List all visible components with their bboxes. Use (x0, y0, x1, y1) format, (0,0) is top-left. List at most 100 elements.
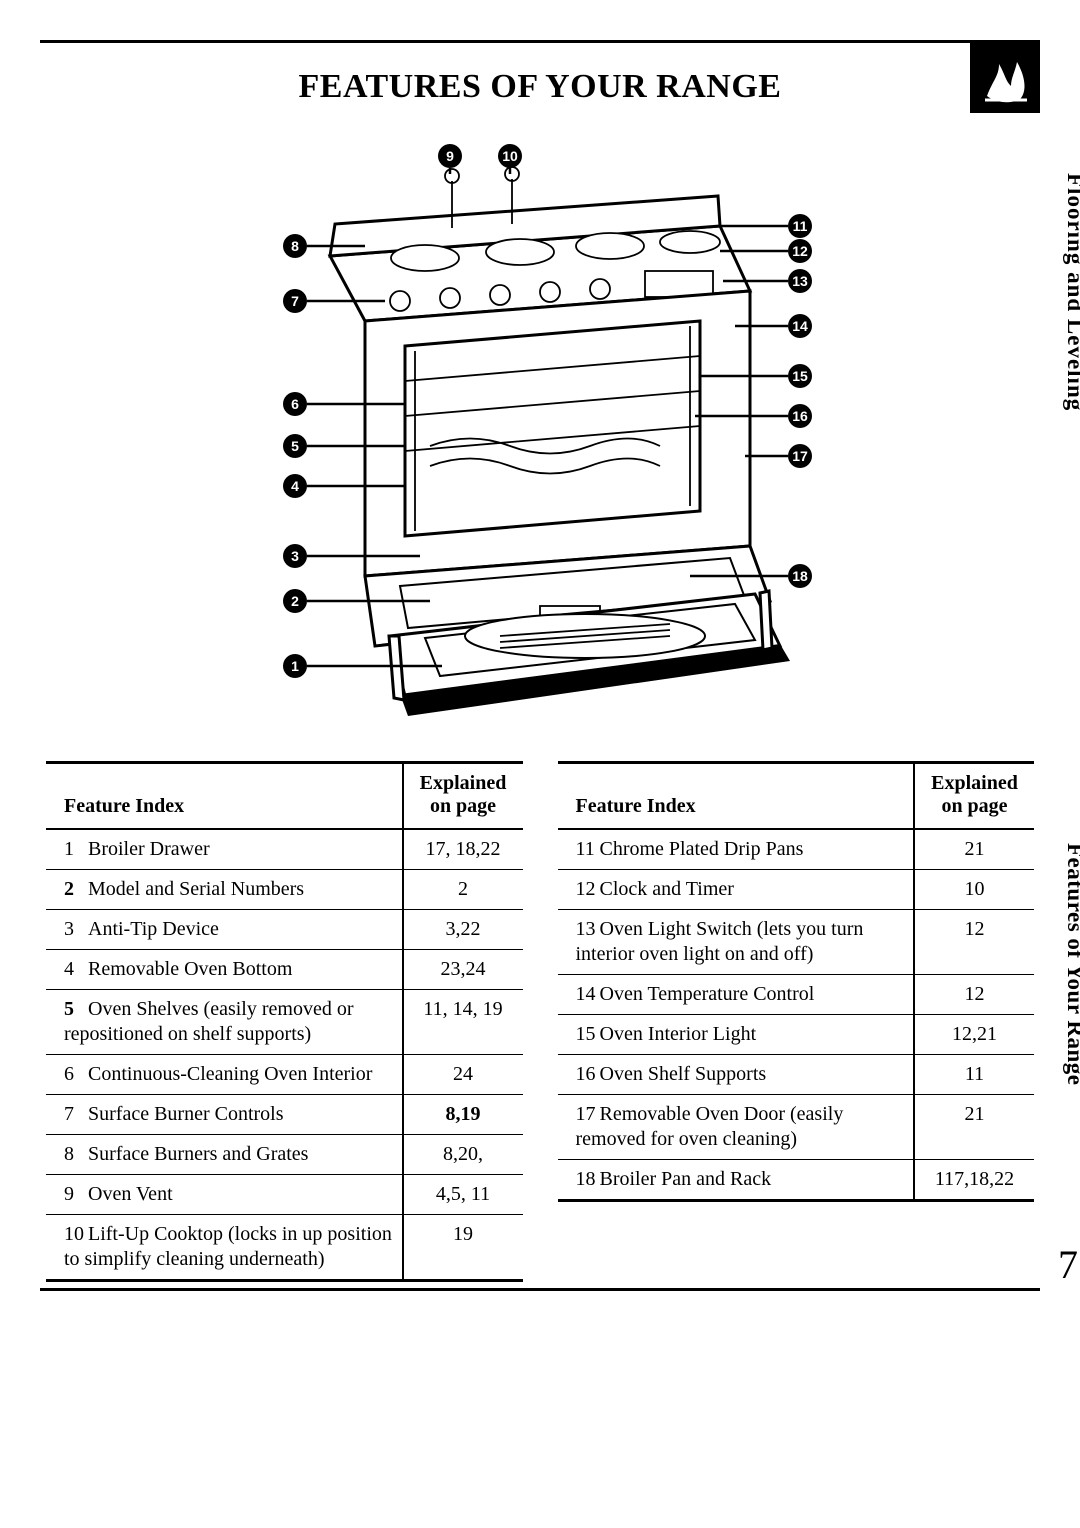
feature-index-number: 10 (64, 1222, 88, 1247)
callout-17: 17 (788, 444, 812, 468)
feature-index-page: 8,19 (403, 1095, 523, 1135)
callout-6: 6 (283, 392, 307, 416)
page-title: FEATURES OF YOUR RANGE (40, 68, 1040, 106)
col-header-explained-l2: on page (941, 795, 1007, 817)
feature-index-label: Oven Temperature Control (600, 983, 815, 1005)
bottom-rule (40, 1288, 1040, 1291)
svg-text:3: 3 (291, 548, 299, 564)
callout-1: 1 (283, 654, 307, 678)
callout-13: 13 (788, 269, 812, 293)
callout-11: 11 (788, 214, 812, 238)
svg-text:13: 13 (792, 273, 808, 289)
feature-index-label: Surface Burners and Grates (88, 1143, 308, 1165)
page-number: 7 (1058, 1241, 1078, 1288)
feature-index-number: 3 (64, 917, 88, 942)
feature-index-number: 7 (64, 1102, 88, 1127)
feature-index-page: 12 (914, 975, 1034, 1015)
feature-index-label: Chrome Plated Drip Pans (600, 838, 804, 860)
col-header-feature: Feature Index (576, 795, 696, 817)
feature-index-number: 8 (64, 1142, 88, 1167)
feature-index-page: 117,18,22 (914, 1160, 1034, 1201)
feature-index-label: Broiler Pan and Rack (600, 1168, 772, 1190)
svg-text:8: 8 (291, 238, 299, 254)
feature-index-number: 17 (576, 1102, 600, 1127)
svg-text:9: 9 (446, 148, 454, 164)
col-header-explained-l2: on page (430, 795, 496, 817)
feature-index-label: Surface Burner Controls (88, 1103, 284, 1125)
feature-index-label: Continuous-Cleaning Oven Interior (88, 1063, 372, 1085)
feature-index-page: 23,24 (403, 950, 523, 990)
feature-index-label: Oven Shelves (easily removed or repositi… (64, 998, 353, 1045)
svg-text:16: 16 (792, 408, 808, 424)
feature-index-label: Model and Serial Numbers (88, 878, 304, 900)
feature-index-label: Anti-Tip Device (88, 918, 219, 940)
callout-3: 3 (283, 544, 307, 568)
feature-index-number: 2 (64, 877, 88, 902)
feature-table-right: Feature Index Explained on page 11 Chrom… (558, 761, 1035, 1282)
feature-index-page: 24 (403, 1055, 523, 1095)
callout-12: 12 (788, 239, 812, 263)
feature-index-page: 8,20, (403, 1135, 523, 1175)
feature-index-label: Oven Light Switch (lets you turn interio… (576, 918, 864, 965)
feature-index-page: 17, 18,22 (403, 829, 523, 870)
feature-index-page: 21 (914, 1095, 1034, 1160)
feature-table-left: Feature Index Explained on page 1 Broile… (46, 761, 523, 1282)
feature-index-page: 11, 14, 19 (403, 990, 523, 1055)
svg-text:6: 6 (291, 396, 299, 412)
feature-index-label: Lift-Up Cooktop (locks in up position to… (64, 1223, 392, 1270)
callout-4: 4 (283, 474, 307, 498)
callout-16: 16 (788, 404, 812, 428)
feature-index-page: 4,5, 11 (403, 1175, 523, 1215)
feature-index-page: 12 (914, 910, 1034, 975)
callout-10: 10 (498, 144, 522, 168)
callout-14: 14 (788, 314, 812, 338)
svg-text:18: 18 (792, 568, 808, 584)
feature-index-number: 15 (576, 1022, 600, 1047)
feature-index-number: 18 (576, 1167, 600, 1192)
feature-index-label: Oven Shelf Supports (600, 1063, 767, 1085)
col-header-explained-l1: Explained (931, 772, 1018, 794)
callout-18: 18 (788, 564, 812, 588)
svg-text:2: 2 (291, 593, 299, 609)
feature-index-label: Broiler Drawer (88, 838, 210, 860)
feature-index-page: 11 (914, 1055, 1034, 1095)
feature-index-number: 5 (64, 997, 88, 1022)
feature-index-label: Removable Oven Bottom (88, 958, 292, 980)
svg-text:4: 4 (291, 478, 299, 494)
feature-index-number: 13 (576, 917, 600, 942)
svg-text:11: 11 (793, 218, 808, 234)
callout-5: 5 (283, 434, 307, 458)
feature-index-number: 11 (576, 837, 600, 862)
sidetab-features: Features of Your Range (1062, 843, 1080, 1085)
range-diagram: 8 7 6 5 4 3 2 1 9 10 11 12 13 14 15 16 17 18 (190, 116, 890, 736)
svg-text:5: 5 (291, 438, 299, 454)
svg-text:15: 15 (792, 368, 808, 384)
svg-text:10: 10 (502, 148, 518, 164)
callout-15: 15 (788, 364, 812, 388)
feature-index-number: 16 (576, 1062, 600, 1087)
sidetab-flooring: Flooring and Leveling (1062, 173, 1080, 411)
feature-index-number: 6 (64, 1062, 88, 1087)
feature-index-page: 19 (403, 1215, 523, 1281)
callout-7: 7 (283, 289, 307, 313)
feature-index-label: Oven Interior Light (600, 1023, 757, 1045)
svg-text:17: 17 (792, 448, 808, 464)
svg-text:14: 14 (792, 318, 808, 334)
feature-index-label: Oven Vent (88, 1183, 173, 1205)
feature-index-number: 12 (576, 877, 600, 902)
callout-9: 9 (438, 144, 462, 168)
callout-8: 8 (283, 234, 307, 258)
svg-text:7: 7 (291, 293, 299, 309)
feature-index-page: 2 (403, 870, 523, 910)
col-header-explained-l1: Explained (420, 772, 507, 794)
col-header-feature: Feature Index (64, 795, 184, 817)
feature-index-number: 1 (64, 837, 88, 862)
corner-flame-icon (970, 43, 1040, 113)
feature-index-page: 3,22 (403, 910, 523, 950)
feature-index-number: 14 (576, 982, 600, 1007)
callout-2: 2 (283, 589, 307, 613)
feature-index-page: 21 (914, 829, 1034, 870)
page-frame: FEATURES OF YOUR RANGE Flooring and Leve… (40, 40, 1040, 1340)
feature-index-page: 12,21 (914, 1015, 1034, 1055)
svg-text:12: 12 (792, 243, 808, 259)
